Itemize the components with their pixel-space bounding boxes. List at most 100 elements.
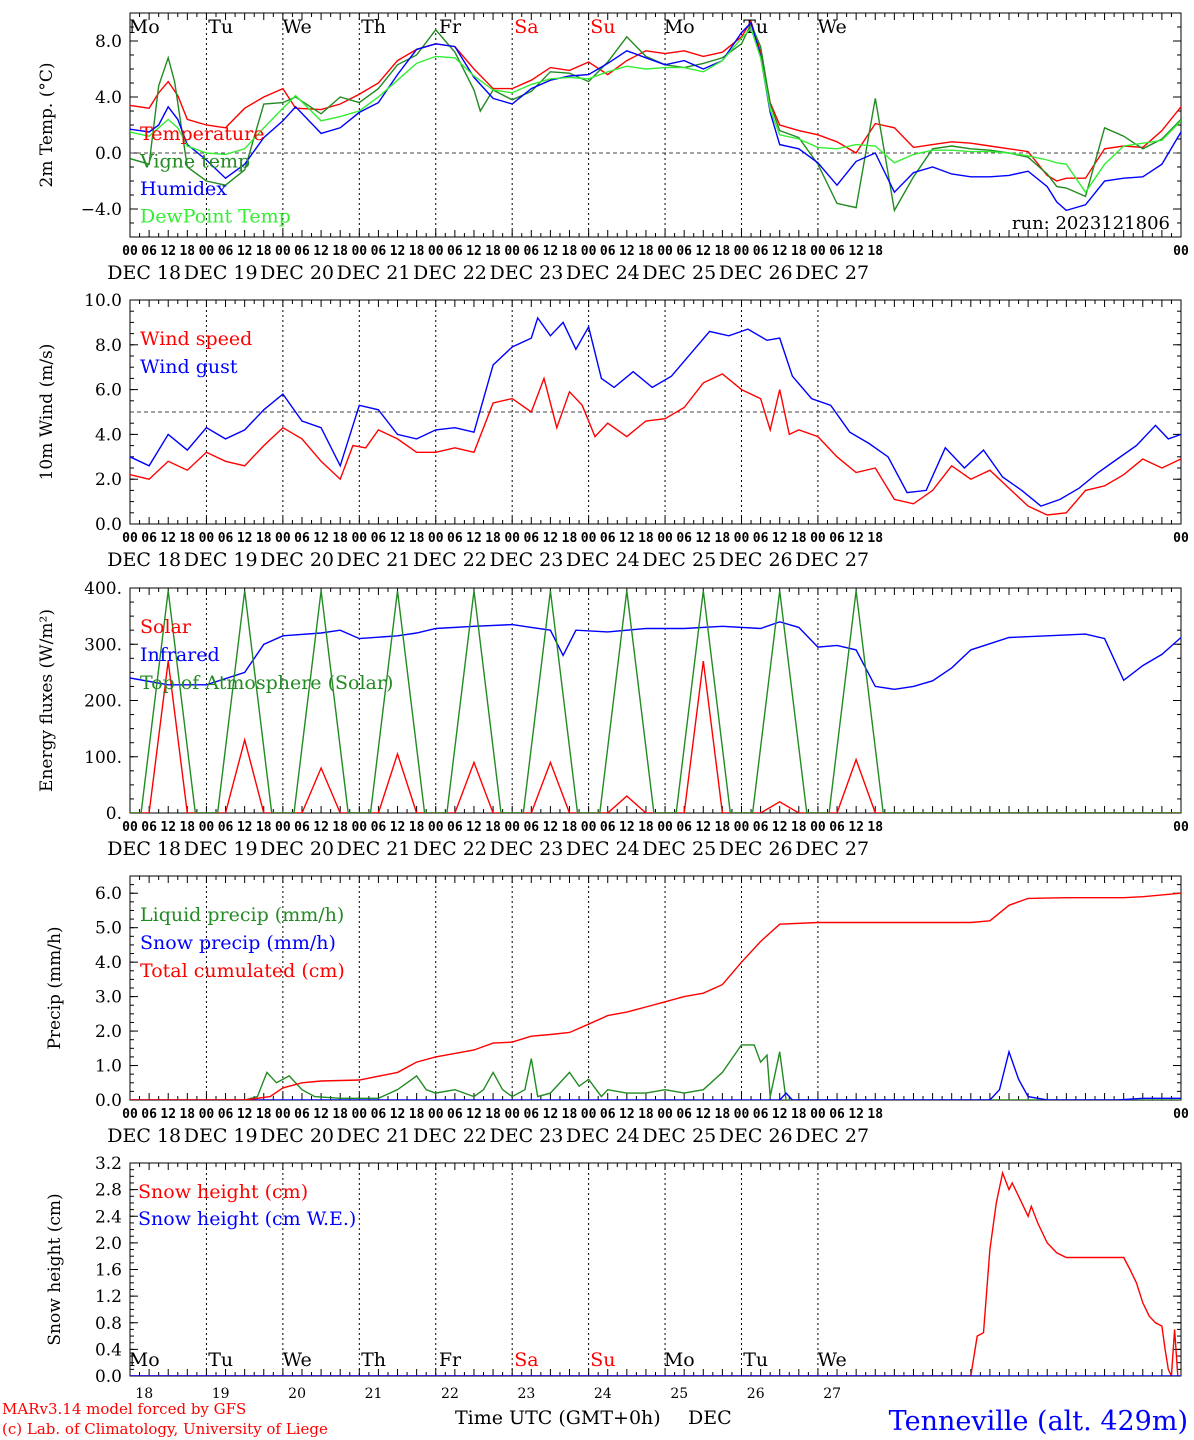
hour-tick-label: 18 bbox=[638, 244, 654, 259]
date-label: DEC 27 bbox=[795, 1125, 869, 1147]
hour-tick-label: 00 bbox=[581, 531, 597, 546]
date-label: DEC 20 bbox=[260, 1125, 334, 1147]
y-tick-label: 0.0 bbox=[95, 1091, 122, 1111]
y-axis-label: Precip (mm/h) bbox=[45, 926, 65, 1049]
hour-tick-label: 06 bbox=[371, 820, 387, 835]
hour-tick-label: 06 bbox=[447, 820, 463, 835]
series-line-temperature bbox=[130, 19, 1181, 182]
hour-tick-label: 12 bbox=[848, 820, 864, 835]
hour-tick-label: 06 bbox=[600, 531, 616, 546]
hour-tick-label: 18 bbox=[867, 1107, 883, 1122]
hour-tick-label: 18 bbox=[638, 1107, 654, 1122]
series-line-top-of-atmosphere-solar- bbox=[130, 590, 1181, 813]
hour-tick-label: 06 bbox=[753, 1107, 769, 1122]
day-name-label: Mo bbox=[129, 16, 160, 38]
date-label: DEC 23 bbox=[489, 549, 563, 571]
hour-tick-label: 12 bbox=[695, 820, 711, 835]
hour-tick-label: 12 bbox=[772, 820, 788, 835]
hour-tick-label: 18 bbox=[485, 1107, 501, 1122]
hour-tick-label: 06 bbox=[294, 531, 310, 546]
hour-tick-label: 00 bbox=[122, 820, 138, 835]
hour-tick-label: 12 bbox=[390, 820, 406, 835]
hour-tick-label: 12 bbox=[772, 531, 788, 546]
date-label: DEC 25 bbox=[642, 1125, 716, 1147]
panel-snow: 0.0 0.4 0.8 1.2 1.6 2.0 2.4 2.8 3.2 Snow height (… bbox=[45, 1154, 1182, 1402]
y-tick-label: 3.0 bbox=[95, 988, 122, 1008]
series-line-humidex bbox=[130, 21, 1181, 212]
hour-tick-label: 12 bbox=[772, 244, 788, 259]
hour-tick-label: 12 bbox=[848, 531, 864, 546]
hour-tick-label: 06 bbox=[829, 244, 845, 259]
y-tick-label: 2.8 bbox=[95, 1181, 122, 1201]
hour-tick-label: 06 bbox=[753, 820, 769, 835]
hour-tick-label: 06 bbox=[294, 244, 310, 259]
y-tick-label: 2.4 bbox=[95, 1207, 122, 1227]
hour-tick-label: 12 bbox=[543, 820, 559, 835]
hour-tick-label: 00 bbox=[351, 531, 367, 546]
y-tick-label: 4.0 bbox=[95, 425, 122, 445]
hour-tick-label: 12 bbox=[237, 1107, 253, 1122]
hour-tick-label: 18 bbox=[256, 1107, 272, 1122]
y-tick-label: 1.2 bbox=[95, 1287, 122, 1307]
series-line-dewpoint-temp bbox=[130, 27, 1181, 194]
hour-tick-label: 18 bbox=[791, 820, 807, 835]
day-name-label: Mo bbox=[664, 1349, 695, 1371]
hour-tick-label: 06 bbox=[141, 244, 157, 259]
hour-tick-label: 12 bbox=[160, 820, 176, 835]
hour-tick-label: 00 bbox=[734, 1107, 750, 1122]
hour-tick-label: 06 bbox=[600, 1107, 616, 1122]
hour-tick-label: 12 bbox=[237, 820, 253, 835]
day-name-label: We bbox=[818, 1349, 847, 1371]
y-axis-label: Snow height (cm) bbox=[45, 1193, 65, 1345]
hour-tick-label: 18 bbox=[485, 244, 501, 259]
hour-tick-label: 00 bbox=[122, 1107, 138, 1122]
y-tick-label: 0.0 bbox=[95, 144, 122, 164]
date-label: DEC 26 bbox=[719, 262, 793, 284]
y-tick-label: 3.2 bbox=[95, 1154, 122, 1174]
legend-entry: Top of Atmosphere (Solar) bbox=[140, 672, 393, 694]
hour-tick-label: 18 bbox=[791, 1107, 807, 1122]
day-name-label: We bbox=[282, 1349, 311, 1371]
day-number-label: 27 bbox=[823, 1386, 841, 1402]
hour-tick-label: 06 bbox=[371, 1107, 387, 1122]
hour-tick-label: 12 bbox=[695, 531, 711, 546]
date-label: DEC 21 bbox=[337, 549, 411, 571]
hour-tick-label: 06 bbox=[294, 1107, 310, 1122]
y-tick-label: 300. bbox=[84, 635, 122, 655]
hour-tick-label: 00 bbox=[351, 244, 367, 259]
credit-line-2: (c) Lab. of Climatology, University of L… bbox=[2, 1420, 328, 1438]
hour-tick-label: 00 bbox=[504, 820, 520, 835]
date-label: DEC 25 bbox=[642, 549, 716, 571]
hour-tick-label: 12 bbox=[160, 531, 176, 546]
hour-tick-label: 06 bbox=[523, 1107, 539, 1122]
y-tick-label: −4.0 bbox=[81, 200, 122, 220]
day-number-label: 26 bbox=[747, 1386, 765, 1402]
hour-tick-label: 12 bbox=[543, 531, 559, 546]
hour-tick-label: 18 bbox=[791, 244, 807, 259]
hour-tick-label: 18 bbox=[715, 820, 731, 835]
date-label: DEC 26 bbox=[719, 549, 793, 571]
hour-tick-label: 12 bbox=[466, 244, 482, 259]
hour-tick-label: 18 bbox=[256, 244, 272, 259]
hour-tick-label: 12 bbox=[848, 244, 864, 259]
hour-tick-label: 18 bbox=[715, 531, 731, 546]
day-name-label: Tu bbox=[743, 16, 768, 38]
series-line-wind-speed bbox=[130, 373, 1181, 516]
hour-tick-label: 00 bbox=[275, 820, 291, 835]
hour-tick-label: 00 bbox=[199, 244, 215, 259]
footer: MARv3.14 model forced by GFS (c) Lab. of … bbox=[2, 1400, 1188, 1438]
hour-tick-label: 06 bbox=[218, 1107, 234, 1122]
y-tick-label: 200. bbox=[84, 692, 122, 712]
hour-tick-label: 18 bbox=[179, 531, 195, 546]
hour-tick-label: 06 bbox=[829, 820, 845, 835]
y-axis-label: 10m Wind (m/s) bbox=[37, 344, 57, 481]
hour-tick-label: 00 bbox=[504, 1107, 520, 1122]
hour-tick-label: 18 bbox=[867, 531, 883, 546]
hour-tick-label: 06 bbox=[829, 531, 845, 546]
hour-tick-label: 12 bbox=[543, 244, 559, 259]
hour-tick-label: 06 bbox=[371, 531, 387, 546]
y-tick-label: 100. bbox=[84, 748, 122, 768]
day-number-label: 20 bbox=[288, 1386, 306, 1402]
